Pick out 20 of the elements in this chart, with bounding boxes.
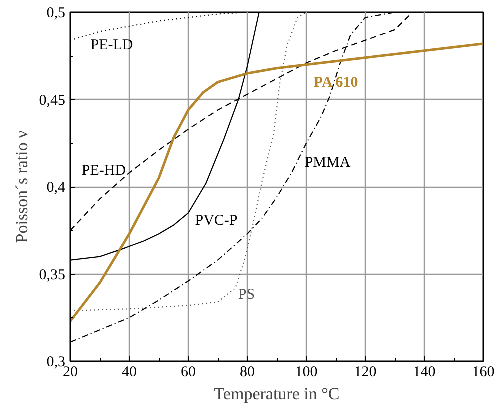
x-tick-label: 140: [413, 364, 436, 380]
x-tick-label: 60: [181, 364, 196, 380]
x-tick-label: 40: [122, 364, 137, 380]
series-label: PE-HD: [82, 163, 126, 180]
x-tick-label: 100: [295, 364, 318, 380]
series-label: PMMA: [304, 155, 351, 172]
x-tick-label: 80: [240, 364, 255, 380]
series-label: PE-LD: [90, 38, 134, 54]
y-tick-label: 0,5: [46, 6, 66, 22]
x-tick-label: 20: [63, 364, 78, 380]
series-label: PVC-P: [195, 213, 238, 230]
series-label: PA 610: [314, 74, 358, 91]
x-axis-title: Temperature in °C: [214, 384, 340, 404]
y-tick-label: 0,35: [39, 267, 66, 284]
y-tick-label: 0,4: [46, 180, 66, 196]
y-tick-label: 0,45: [39, 92, 66, 109]
y-axis-title: Poisson´s ratio ν: [12, 130, 32, 244]
y-tick-label: 0,3: [46, 354, 66, 370]
x-tick-label: 120: [354, 364, 377, 380]
x-tick-label: 160: [472, 364, 495, 380]
